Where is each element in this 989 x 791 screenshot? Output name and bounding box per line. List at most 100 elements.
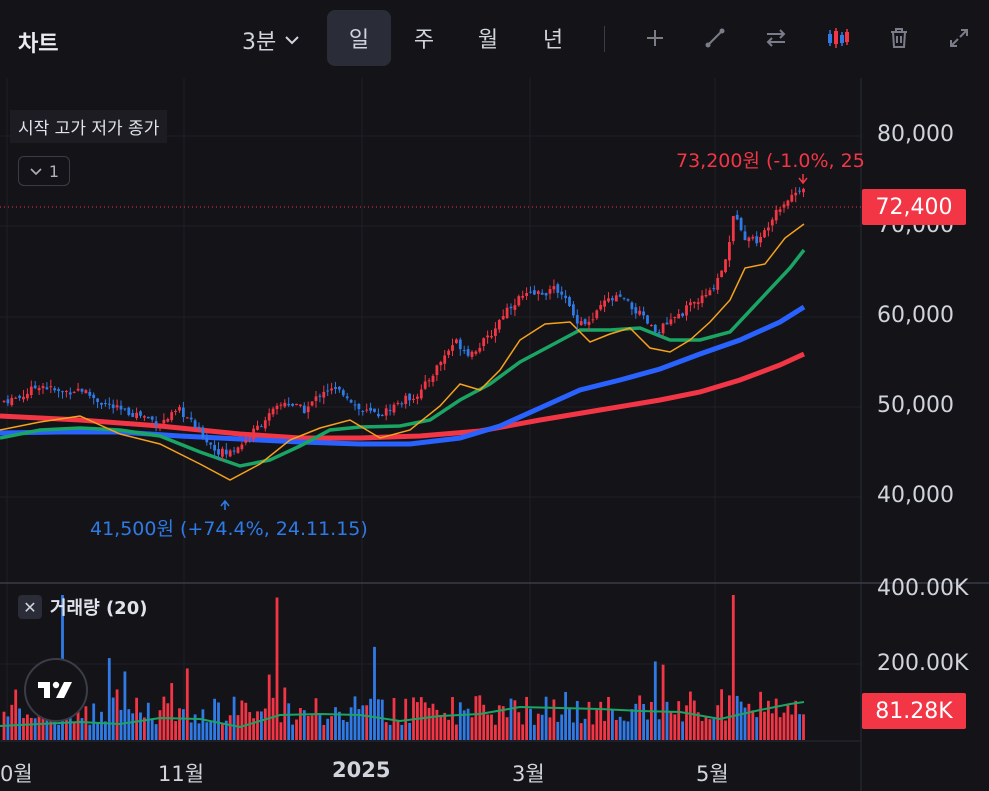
candle-body: [349, 400, 353, 403]
volume-bar: [443, 712, 447, 740]
candle-body: [291, 403, 294, 406]
candle-body: [205, 437, 209, 443]
tradingview-logo[interactable]: [24, 658, 88, 722]
timeframe-week[interactable]: 주: [413, 28, 435, 53]
volume-bar: [80, 718, 84, 740]
volume-bar: [310, 715, 314, 740]
high-marker-arrow: [798, 174, 808, 185]
high-annotation: 73,200원 (-1.0%, 25: [676, 150, 865, 172]
candle-body: [798, 190, 801, 192]
candle-body: [458, 339, 462, 350]
candle-body: [92, 394, 96, 398]
candle-body: [10, 397, 14, 406]
time-axis-label: 5월: [696, 762, 729, 786]
chart-grid: [0, 78, 861, 738]
candle-body: [564, 295, 567, 299]
expand-icon[interactable]: [946, 25, 972, 51]
candle-body: [599, 304, 603, 310]
timeframe-month[interactable]: 월: [477, 28, 499, 53]
close-icon[interactable]: ✕: [18, 595, 42, 619]
candle-body: [353, 404, 357, 406]
candle-body: [642, 311, 645, 316]
volume-bar: [677, 701, 681, 740]
volume-bar: [642, 704, 645, 740]
volume-bar: [786, 705, 790, 740]
candle-body: [509, 306, 513, 309]
candle-body: [111, 404, 115, 409]
candle-style-icon[interactable]: [825, 25, 851, 51]
candle-body: [556, 284, 560, 293]
candle-body: [568, 297, 571, 307]
volume-bar: [681, 721, 684, 740]
volume-bar: [143, 717, 146, 740]
trendline-icon[interactable]: [702, 25, 728, 51]
candle-body: [427, 380, 431, 382]
candle-body: [735, 214, 739, 220]
volume-bar: [470, 717, 474, 740]
volume-bar: [626, 721, 630, 740]
timeframe-day[interactable]: 일: [327, 10, 391, 66]
candle-body: [166, 419, 170, 422]
volume-bars-group: [2, 595, 805, 740]
candle-body: [158, 425, 162, 427]
candle-body: [505, 307, 509, 319]
trash-icon[interactable]: [886, 25, 912, 51]
interval-selector[interactable]: 3분: [242, 24, 302, 56]
compare-icon[interactable]: [763, 25, 789, 51]
volume-bar: [607, 696, 610, 740]
volume-bar: [189, 722, 193, 740]
candle-body: [603, 300, 606, 307]
candle-body: [455, 339, 458, 344]
chevron-down-icon: [285, 36, 299, 45]
price-axis-label: 60,000: [877, 303, 954, 328]
volume-bar: [283, 687, 287, 740]
volume-bar: [377, 699, 380, 740]
candle-body: [373, 408, 376, 412]
candle-body: [271, 408, 275, 415]
candle-body: [661, 323, 665, 334]
candle-body: [751, 236, 755, 239]
volume-bar: [45, 716, 49, 740]
volume-bar: [747, 703, 751, 740]
volume-bar: [650, 701, 653, 740]
candle-body: [704, 295, 708, 297]
candle-body: [474, 351, 478, 354]
plus-icon[interactable]: [642, 25, 668, 51]
candle-body: [377, 413, 380, 417]
volume-bar: [513, 700, 517, 740]
volume-bar: [739, 701, 743, 740]
candle-body: [462, 350, 466, 352]
volume-bar: [334, 707, 337, 740]
volume-bar: [302, 710, 306, 740]
candle-body: [790, 194, 794, 202]
volume-bar: [572, 722, 575, 740]
volume-bar: [525, 696, 528, 740]
candle-body: [318, 395, 322, 397]
candle-body: [587, 321, 591, 326]
candle-body: [544, 293, 548, 296]
volume-bar: [458, 702, 462, 740]
volume-bar: [263, 708, 267, 740]
candle-body: [341, 390, 345, 396]
candle-body: [2, 400, 6, 402]
candle-body: [33, 385, 37, 389]
timeframe-year[interactable]: 년: [542, 28, 564, 53]
volume-bar: [614, 719, 618, 740]
volume-bar: [10, 704, 14, 740]
volume-bar: [260, 711, 263, 740]
candle-body: [681, 313, 684, 317]
candle-body: [533, 290, 536, 295]
indicators-toggle[interactable]: 1: [18, 156, 70, 186]
candles-group: [2, 187, 805, 461]
candle-body: [123, 408, 127, 410]
candle-body: [380, 414, 384, 416]
volume-bar: [622, 720, 626, 740]
candle-body: [439, 362, 443, 366]
candle-body: [720, 270, 723, 278]
volume-bar: [575, 700, 579, 740]
volume-bar: [76, 710, 80, 740]
candle-body: [392, 404, 396, 413]
volume-bar: [466, 708, 470, 740]
price-chart[interactable]: [0, 78, 989, 791]
candle-body: [611, 298, 614, 301]
